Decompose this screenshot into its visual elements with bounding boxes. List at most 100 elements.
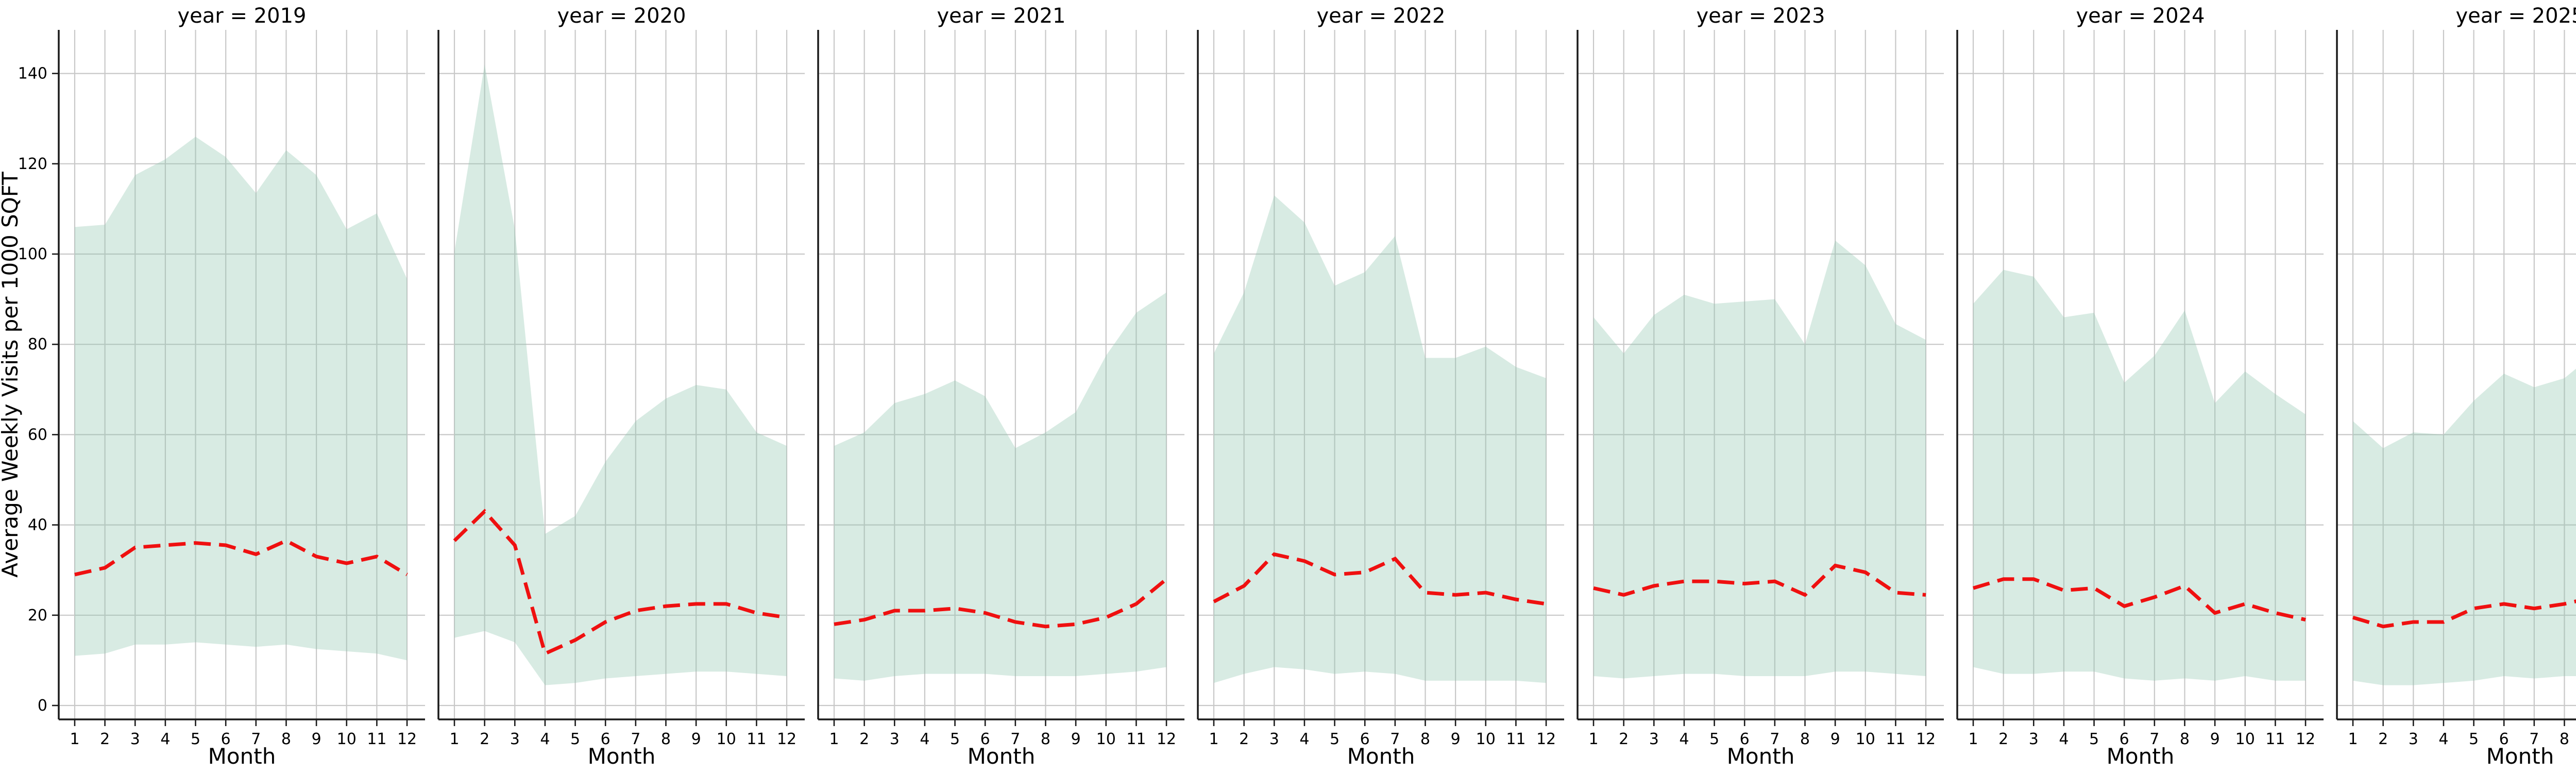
x-tick-label: 6 bbox=[1360, 730, 1370, 748]
x-tick-label: 2 bbox=[859, 730, 869, 748]
median-line bbox=[1972, 577, 2306, 621]
x-axis-title: Month bbox=[1347, 744, 1415, 769]
x-tick-label: 1 bbox=[1968, 730, 1978, 748]
x-tick-label: 6 bbox=[601, 730, 611, 748]
x-tick-label: 7 bbox=[251, 730, 261, 748]
x-tick-label: 3 bbox=[130, 730, 140, 748]
x-tick-label: 1 bbox=[829, 730, 839, 748]
x-axis-title: Month bbox=[2107, 744, 2175, 769]
x-tick-label: 3 bbox=[1269, 730, 1279, 748]
median-line bbox=[834, 578, 1168, 629]
x-tick-label: 4 bbox=[160, 730, 170, 748]
x-tick-label: 2 bbox=[2378, 730, 2388, 748]
x-tick-label: 11 bbox=[747, 730, 766, 748]
x-tick-label: 1 bbox=[449, 730, 459, 748]
facet-title: year = 2024 bbox=[2076, 4, 2205, 28]
x-tick-label: 7 bbox=[1010, 730, 1020, 748]
y-tick-label: 100 bbox=[18, 245, 47, 263]
x-axis-title: Month bbox=[588, 744, 656, 769]
x-tick-label: 10 bbox=[717, 730, 736, 748]
median-line bbox=[453, 509, 787, 657]
x-tick-label: 8 bbox=[2180, 730, 2190, 748]
x-tick-label: 9 bbox=[1451, 730, 1461, 748]
x-tick-label: 1 bbox=[1588, 730, 1598, 748]
facet-title: year = 2023 bbox=[1697, 4, 1825, 28]
x-tick-label: 3 bbox=[510, 730, 520, 748]
x-tick-label: 12 bbox=[1536, 730, 1556, 748]
percentile-band bbox=[75, 137, 408, 661]
x-tick-label: 11 bbox=[1886, 730, 1905, 748]
x-tick-label: 4 bbox=[1299, 730, 1309, 748]
x-axis-title: Month bbox=[1727, 744, 1795, 769]
x-tick-label: 5 bbox=[1330, 730, 1340, 748]
x-tick-label: 12 bbox=[1916, 730, 1936, 748]
x-tick-label: 1 bbox=[70, 730, 79, 748]
facet-title: year = 2025 bbox=[2456, 4, 2576, 28]
x-tick-label: 4 bbox=[2059, 730, 2069, 748]
x-tick-label: 1 bbox=[2348, 730, 2358, 748]
x-tick-label: 2 bbox=[1998, 730, 2008, 748]
x-tick-label: 8 bbox=[281, 730, 291, 748]
x-tick-label: 2 bbox=[100, 730, 110, 748]
x-tick-label: 5 bbox=[2089, 730, 2099, 748]
x-tick-label: 7 bbox=[2149, 730, 2159, 748]
x-tick-label: 4 bbox=[2438, 730, 2448, 748]
x-tick-label: 2 bbox=[1619, 730, 1629, 748]
facet-title: year = 2019 bbox=[178, 4, 307, 28]
x-tick-label: 5 bbox=[1709, 730, 1719, 748]
x-tick-label: 12 bbox=[397, 730, 417, 748]
x-tick-label: 9 bbox=[312, 730, 321, 748]
median-line bbox=[1213, 552, 1547, 606]
y-axis-title: Average Weekly Visits per 1000 SQFT bbox=[0, 172, 23, 578]
x-tick-label: 8 bbox=[661, 730, 671, 748]
x-tick-label: 3 bbox=[2029, 730, 2039, 748]
x-tick-label: 3 bbox=[2409, 730, 2418, 748]
x-tick-label: 11 bbox=[1506, 730, 1526, 748]
facet-title: year = 2021 bbox=[937, 4, 1066, 28]
x-tick-label: 4 bbox=[920, 730, 929, 748]
percentile-band bbox=[834, 292, 1167, 681]
x-tick-label: 7 bbox=[1390, 730, 1400, 748]
x-tick-label: 8 bbox=[2560, 730, 2569, 748]
x-tick-label: 6 bbox=[980, 730, 990, 748]
x-tick-label: 8 bbox=[1041, 730, 1050, 748]
percentile-band bbox=[1973, 270, 2306, 681]
percentile-band bbox=[1214, 195, 1547, 683]
x-tick-label: 12 bbox=[1157, 730, 1176, 748]
x-tick-label: 6 bbox=[1740, 730, 1750, 748]
x-tick-label: 5 bbox=[2469, 730, 2479, 748]
percentile-band bbox=[1594, 240, 1926, 679]
y-tick-label: 0 bbox=[38, 697, 47, 715]
x-tick-label: 2 bbox=[1239, 730, 1249, 748]
y-tick-label: 80 bbox=[28, 335, 47, 354]
x-tick-label: 11 bbox=[367, 730, 386, 748]
facet-title: year = 2022 bbox=[1317, 4, 1446, 28]
x-tick-label: 8 bbox=[1420, 730, 1430, 748]
x-tick-label: 6 bbox=[2499, 730, 2509, 748]
x-tick-label: 10 bbox=[2235, 730, 2255, 748]
x-tick-label: 5 bbox=[950, 730, 960, 748]
x-tick-label: 11 bbox=[1126, 730, 1146, 748]
x-tick-label: 5 bbox=[191, 730, 200, 748]
x-tick-label: 12 bbox=[2296, 730, 2315, 748]
x-tick-label: 7 bbox=[1770, 730, 1780, 748]
percentile-band bbox=[454, 64, 787, 685]
x-tick-label: 4 bbox=[1679, 730, 1689, 748]
median-line bbox=[2352, 599, 2576, 629]
x-tick-label: 5 bbox=[570, 730, 580, 748]
x-tick-label: 10 bbox=[1856, 730, 1875, 748]
x-axis-title: Month bbox=[968, 744, 1036, 769]
y-tick-label: 20 bbox=[28, 607, 47, 625]
x-tick-label: 9 bbox=[1831, 730, 1840, 748]
x-tick-label: 10 bbox=[337, 730, 357, 748]
x-tick-label: 2 bbox=[480, 730, 489, 748]
x-tick-label: 9 bbox=[691, 730, 701, 748]
y-tick-label: 60 bbox=[28, 426, 47, 444]
